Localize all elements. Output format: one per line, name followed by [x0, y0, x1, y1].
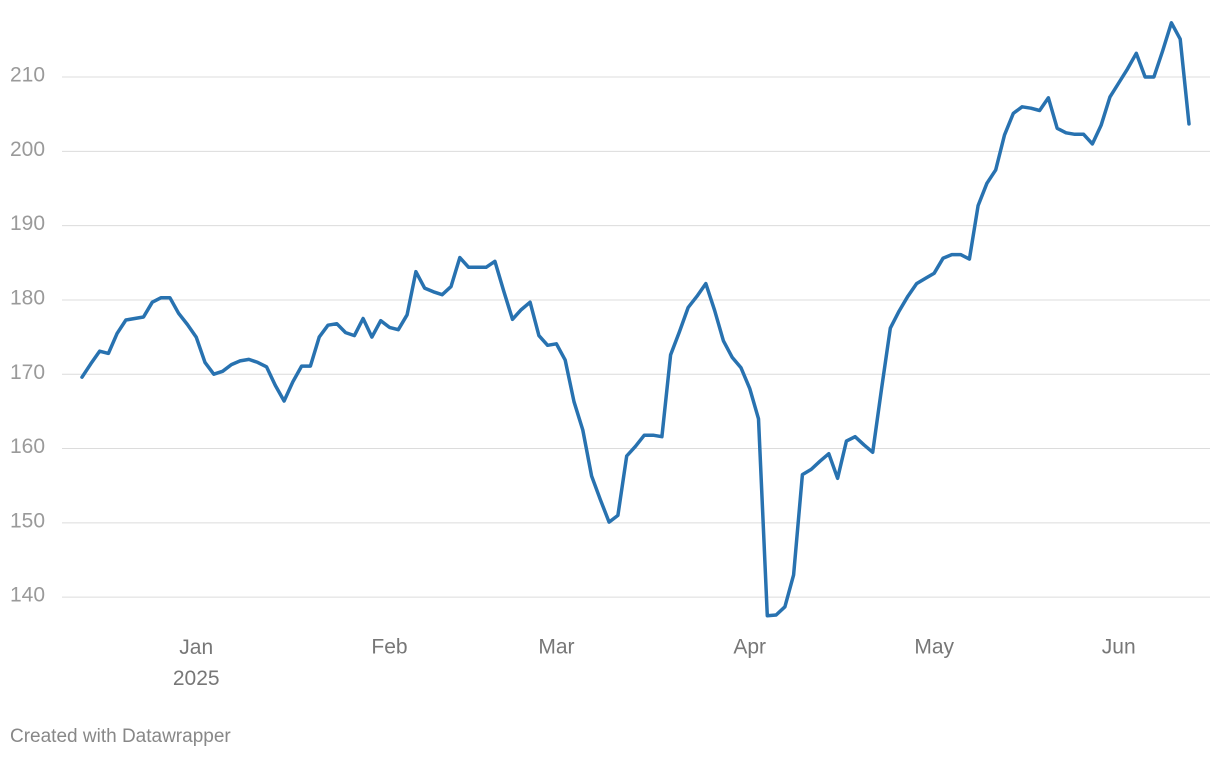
- x-tick-label: Apr: [733, 636, 766, 659]
- data-line: [80, 21, 1191, 618]
- x-tick-label: Jun: [1102, 636, 1136, 659]
- y-tick-label: 170: [10, 361, 45, 384]
- y-tick-label: 190: [10, 212, 45, 235]
- y-tick-label: 200: [10, 138, 45, 161]
- x-tick-label: Mar: [538, 636, 574, 659]
- y-tick-label: 150: [10, 509, 45, 532]
- x-tick-label: May: [914, 636, 954, 659]
- source-note: Created with Datawrapper: [10, 726, 231, 747]
- y-tick-label: 180: [10, 286, 45, 309]
- x-tick-label: Feb: [371, 636, 407, 659]
- y-tick-label: 160: [10, 435, 45, 458]
- x-tick-label: Jan 2025: [173, 636, 220, 690]
- y-tick-label: 140: [10, 584, 45, 607]
- y-tick-label: 210: [10, 64, 45, 87]
